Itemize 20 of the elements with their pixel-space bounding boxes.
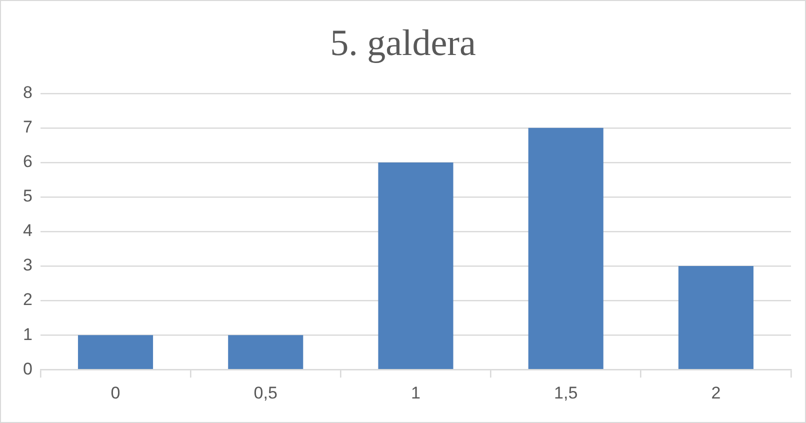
y-tick-label: 7 [22, 118, 32, 137]
x-tick-label: 0 [110, 383, 120, 402]
bar [78, 335, 154, 369]
y-tick-label: 2 [22, 290, 32, 310]
x-tick-label: 1 [410, 383, 420, 402]
y-tick-label: 8 [22, 83, 32, 102]
bar [378, 162, 454, 369]
bar [528, 128, 604, 369]
y-tick-label: 3 [22, 256, 32, 275]
chart-title: 5. galdera [330, 22, 476, 64]
bar [228, 335, 304, 369]
x-tick-label: 2 [711, 383, 721, 402]
bar [678, 266, 754, 369]
y-tick-label: 0 [22, 359, 32, 378]
y-tick-label: 4 [22, 221, 32, 240]
y-tick-label: 6 [22, 152, 32, 172]
y-tick-label: 1 [22, 324, 32, 344]
x-tick-label: 0,5 [254, 383, 278, 402]
y-tick-label: 5 [22, 186, 32, 206]
x-tick-label: 1,5 [554, 383, 578, 402]
